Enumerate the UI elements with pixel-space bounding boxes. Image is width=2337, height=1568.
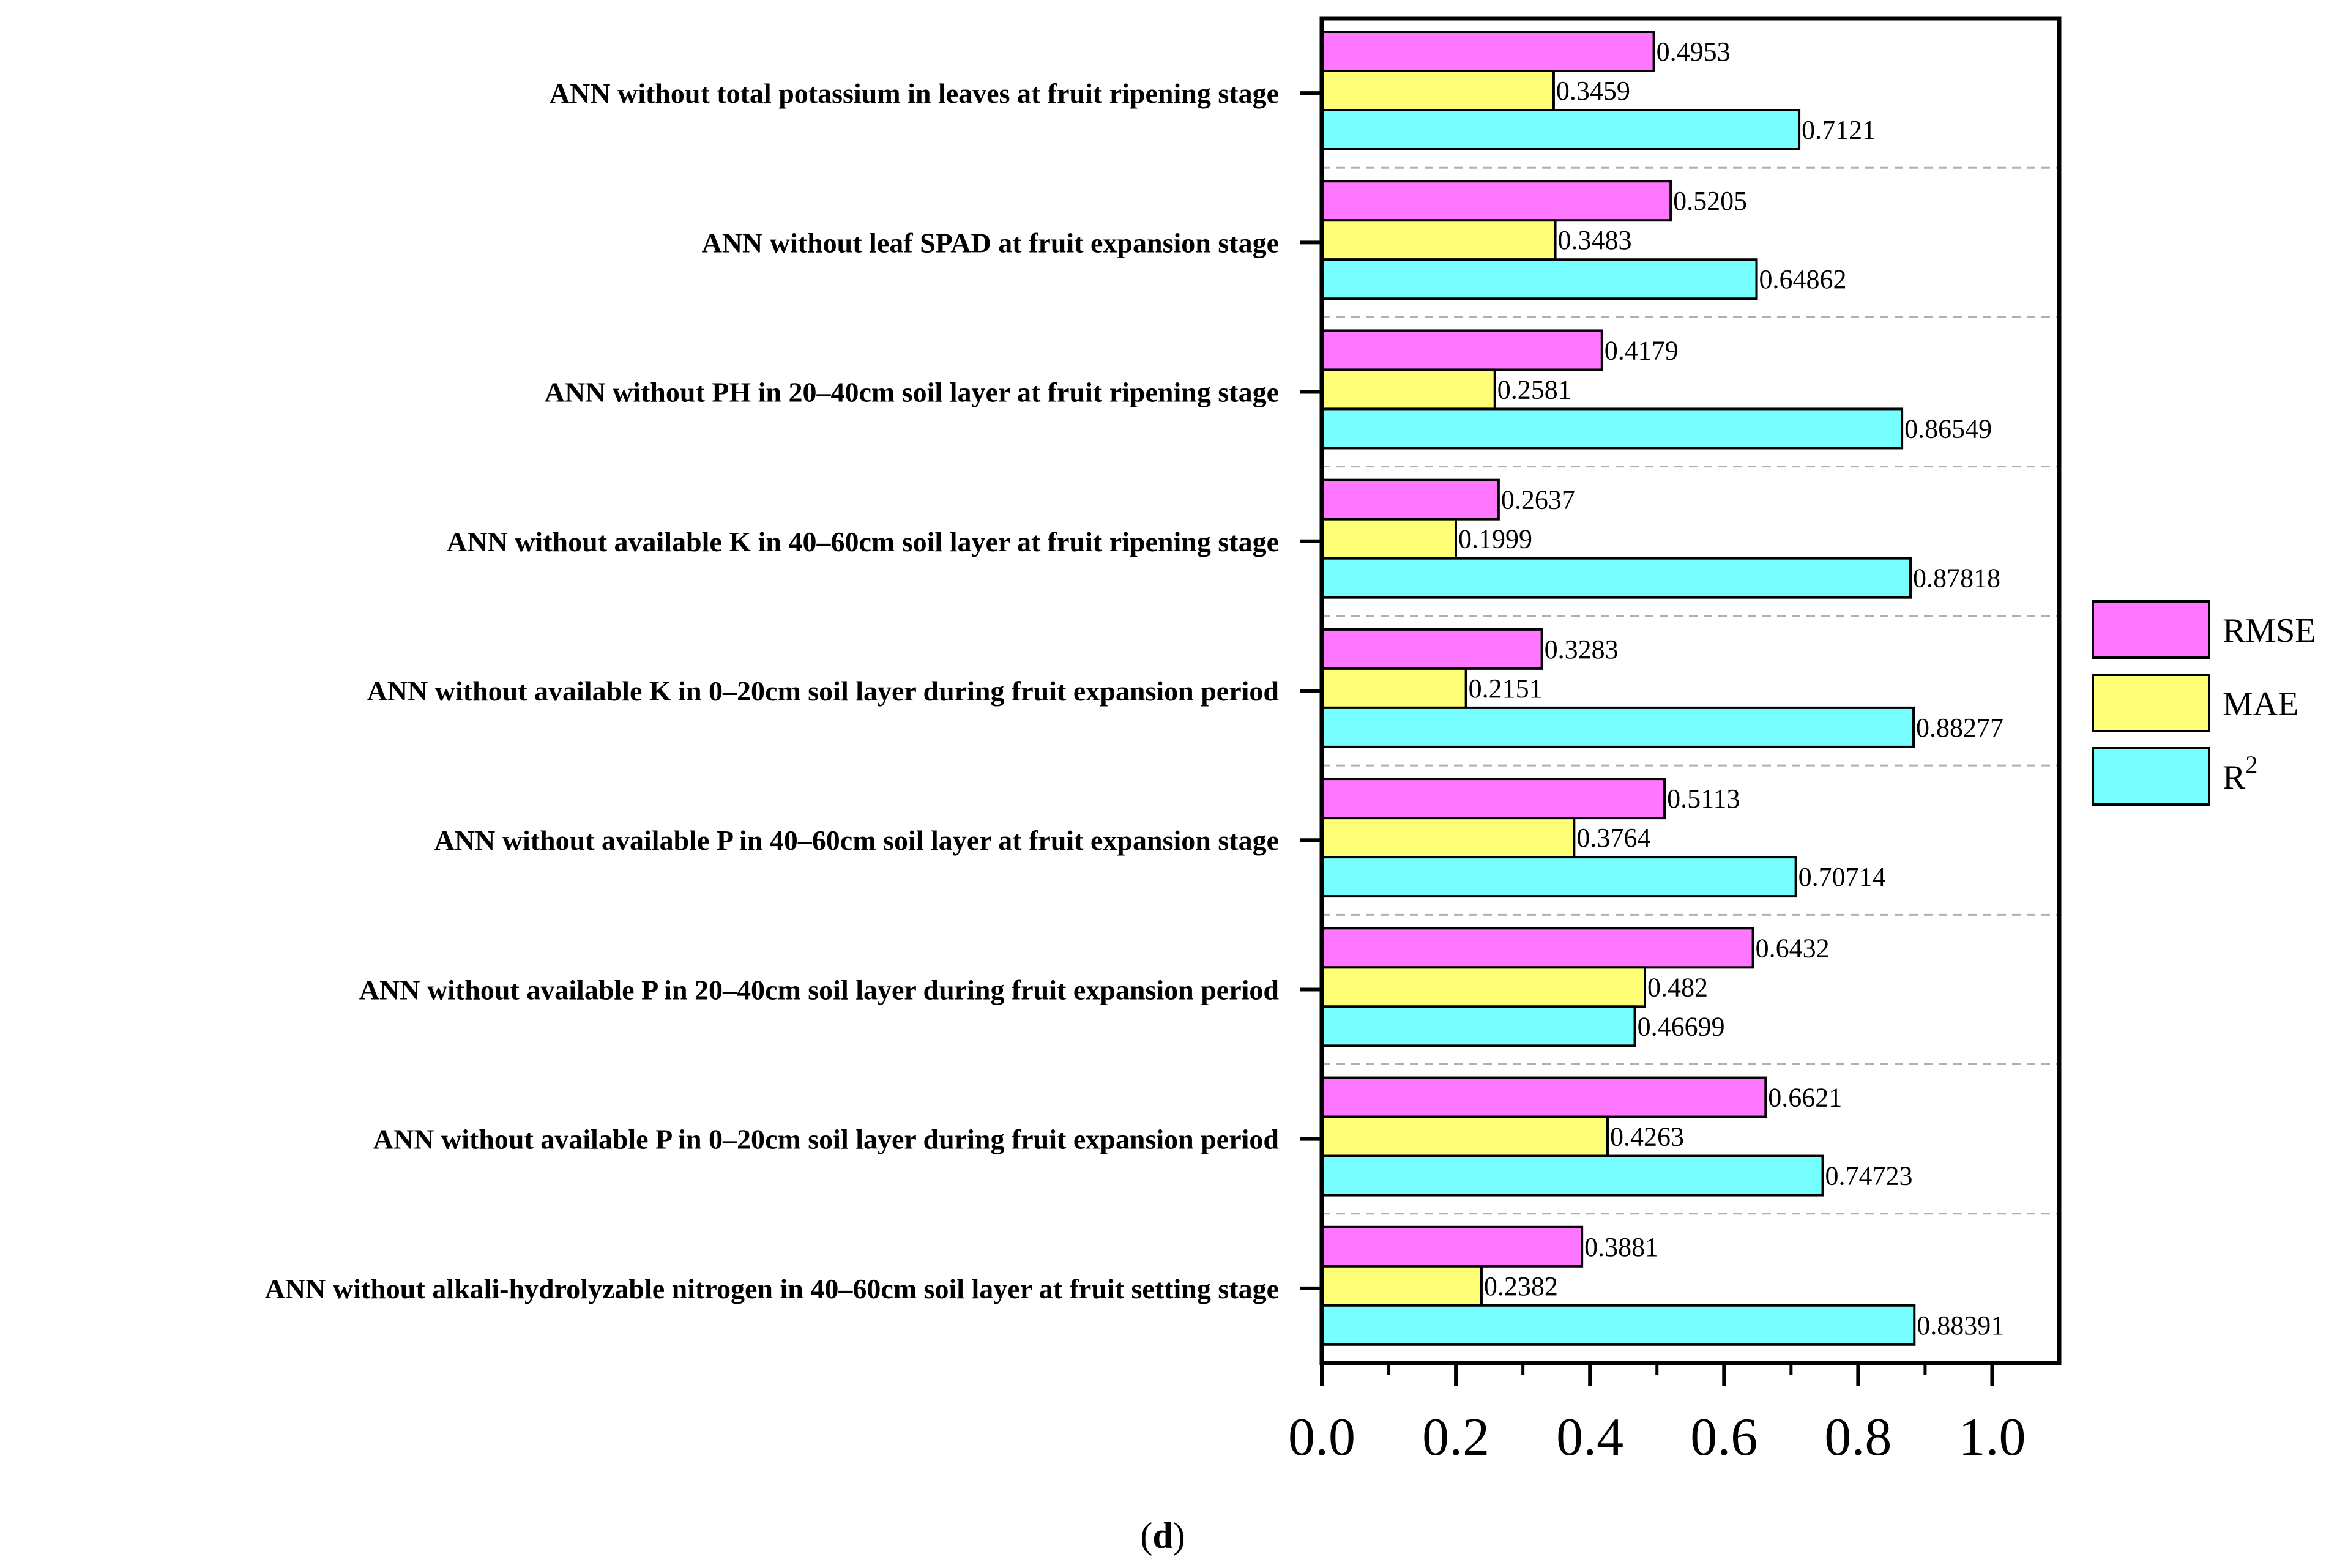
bar-rmse-2	[1321, 180, 1672, 222]
bar-r-2	[1321, 258, 1758, 300]
legend-label-rmse: RMSE	[2223, 612, 2316, 650]
value-label-r-2: 0.64862	[1759, 264, 1847, 294]
category-label-4: ANN without available K in 40–60cm soil …	[447, 526, 1279, 557]
value-label-rmse-9: 0.3881	[1584, 1232, 1658, 1262]
figure-caption: (d)	[1140, 1515, 1185, 1556]
value-labels-layer: 0.4953 0.3459 0.7121 0.5205 0.3483 0.64862 0.4…	[1458, 37, 2004, 1340]
category-label-3: ANN without PH in 20–40cm soil layer at …	[545, 377, 1279, 408]
bar-mae-5	[1321, 667, 1467, 709]
bar-mae-6	[1321, 817, 1576, 859]
value-label-rmse-3: 0.4179	[1605, 335, 1679, 365]
bar-rmse-8	[1321, 1076, 1767, 1118]
value-label-mae-6: 0.3764	[1576, 823, 1650, 853]
x-tick-label-0.6: 0.6	[1690, 1408, 1757, 1467]
value-label-mae-7: 0.482	[1647, 972, 1708, 1002]
category-label-9: ANN without alkali-hydrolyzable nitrogen…	[265, 1273, 1279, 1304]
bar-mae-1	[1321, 70, 1555, 111]
x-axis-ticks: 0.0 0.2 0.4 0.6 0.8 1.0	[1288, 1363, 2026, 1467]
bar-r-7	[1321, 1005, 1636, 1047]
value-label-mae-8: 0.4263	[1610, 1122, 1684, 1152]
bar-mae-7	[1321, 966, 1647, 1008]
value-label-mae-5: 0.2151	[1469, 674, 1543, 704]
value-label-rmse-7: 0.6432	[1756, 933, 1830, 963]
bars-layer	[1321, 31, 1916, 1346]
value-label-r-4: 0.87818	[1913, 563, 2000, 593]
value-label-mae-4: 0.1999	[1458, 524, 1532, 554]
value-label-r-3: 0.86549	[1904, 414, 1992, 444]
legend: RMSE MAE R2	[2092, 600, 2316, 806]
category-labels: ANN without total potassium in leaves at…	[265, 78, 1280, 1304]
legend-swatch-rmse	[2092, 600, 2210, 659]
bar-r-9	[1321, 1304, 1916, 1346]
bar-r-3	[1321, 407, 1904, 450]
category-label-5: ANN without available K in 0–20cm soil l…	[367, 675, 1280, 707]
caption-letter: d	[1152, 1515, 1172, 1556]
value-label-rmse-6: 0.5113	[1667, 784, 1740, 814]
bar-mae-4	[1321, 518, 1457, 560]
bar-mae-3	[1321, 368, 1496, 411]
value-label-rmse-8: 0.6621	[1768, 1083, 1842, 1113]
y-axis-ticks	[1300, 91, 1322, 1290]
legend-swatch-mae	[2092, 674, 2210, 732]
value-label-r-5: 0.88277	[1916, 713, 2003, 743]
category-label-1: ANN without total potassium in leaves at…	[550, 78, 1279, 109]
x-tick-label-0.8: 0.8	[1824, 1408, 1892, 1467]
bar-r-8	[1321, 1154, 1824, 1197]
value-label-rmse-1: 0.4953	[1657, 37, 1731, 67]
value-label-r-8: 0.74723	[1825, 1161, 1913, 1191]
bar-rmse-1	[1321, 31, 1655, 72]
bar-rmse-6	[1321, 778, 1666, 820]
x-tick-label-0.2: 0.2	[1422, 1408, 1489, 1467]
x-tick-label-0.4: 0.4	[1556, 1408, 1623, 1467]
category-label-6: ANN without available P in 40–60cm soil …	[434, 825, 1279, 856]
legend-swatch-r	[2092, 747, 2210, 806]
value-label-mae-2: 0.3483	[1558, 225, 1632, 255]
value-label-rmse-5: 0.3283	[1545, 634, 1619, 664]
value-label-r-6: 0.70714	[1798, 862, 1886, 892]
legend-label-r: R2	[2223, 751, 2257, 797]
bar-rmse-5	[1321, 628, 1543, 670]
caption-open-paren: (	[1140, 1515, 1152, 1556]
legend-label-mae: MAE	[2223, 685, 2298, 723]
legend-label-superscript: 2	[2245, 751, 2257, 778]
value-label-mae-9: 0.2382	[1484, 1271, 1558, 1301]
bar-r-4	[1321, 557, 1912, 599]
bar-r-1	[1321, 109, 1801, 150]
value-label-rmse-4: 0.2637	[1501, 485, 1575, 515]
group-separators	[1322, 166, 2059, 1215]
category-label-2: ANN without leaf SPAD at fruit expansion…	[702, 227, 1279, 258]
bar-rmse-9	[1321, 1225, 1584, 1268]
category-label-7: ANN without available P in 20–40cm soil …	[359, 974, 1280, 1005]
value-label-mae-3: 0.2581	[1497, 374, 1571, 404]
x-tick-label-1.0: 1.0	[1958, 1408, 2026, 1467]
bar-rmse-7	[1321, 927, 1754, 969]
category-label-8: ANN without available P in 0–20cm soil l…	[373, 1124, 1280, 1155]
caption-close-paren: )	[1173, 1515, 1185, 1556]
bar-mae-9	[1321, 1265, 1483, 1307]
x-tick-label-0.0: 0.0	[1288, 1408, 1355, 1467]
value-label-mae-1: 0.3459	[1556, 76, 1630, 106]
value-label-rmse-2: 0.5205	[1673, 186, 1747, 216]
bar-r-6	[1321, 856, 1797, 898]
value-label-r-1: 0.7121	[1802, 115, 1876, 145]
bar-rmse-3	[1321, 329, 1603, 371]
bar-rmse-4	[1321, 478, 1500, 521]
bar-r-5	[1321, 706, 1915, 748]
value-label-r-7: 0.46699	[1638, 1011, 1725, 1041]
bar-mae-2	[1321, 219, 1557, 261]
bar-mae-8	[1321, 1115, 1609, 1157]
value-label-r-9: 0.88391	[1917, 1310, 2004, 1340]
